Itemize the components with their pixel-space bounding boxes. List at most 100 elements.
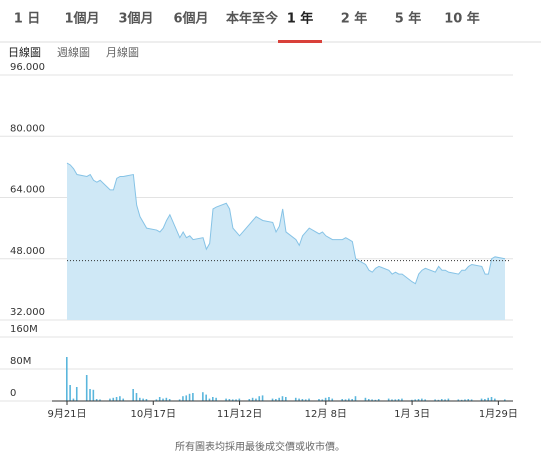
tab[interactable]: 1個月 — [64, 11, 99, 27]
volume-bar — [467, 399, 470, 401]
volume-bar — [162, 398, 164, 401]
subtab[interactable]: 日線圖 — [8, 45, 41, 59]
volume-bar — [66, 357, 68, 401]
y-tick-label: 64.000 — [10, 185, 45, 196]
volume-bar — [168, 399, 171, 401]
volume-bar — [251, 397, 254, 401]
volume-bar — [165, 397, 168, 401]
active-tab-indicator — [278, 40, 322, 43]
volume-bar — [374, 399, 377, 401]
tab-bar: 1 日 1個月 3個月 6個月 本年至今 1 年 2 年 5 年 10 年 — [14, 11, 480, 43]
subtab[interactable]: 週線圖 — [57, 45, 90, 59]
volume-bar — [248, 399, 251, 401]
x-tick-label: 1月29日 — [479, 408, 518, 420]
volume-bar — [394, 399, 397, 401]
tab[interactable]: 1 年 — [287, 11, 314, 27]
volume-bar — [115, 397, 118, 401]
volume-bar — [354, 396, 357, 401]
y-tick-label: 80.000 — [10, 123, 45, 134]
volume-bar — [308, 398, 310, 401]
volume-bar — [278, 397, 280, 401]
volume-bar — [391, 399, 393, 401]
volume-bar — [364, 397, 367, 401]
volume-bar — [377, 399, 380, 401]
subtab-bar: 日線圖 週線圖 月線圖 — [8, 45, 139, 59]
tab[interactable]: 1 日 — [14, 12, 41, 27]
tab[interactable]: 本年至今 — [226, 11, 279, 27]
volume-bar — [470, 399, 473, 401]
volume-bar — [324, 397, 327, 401]
volume-bar — [225, 398, 227, 401]
volume-bar — [95, 399, 98, 401]
volume-bar — [228, 399, 231, 401]
x-tick-label: 1月 3日 — [394, 408, 430, 420]
volume-bar — [424, 399, 426, 401]
volume-bar — [89, 389, 91, 401]
volume-bar — [155, 399, 158, 401]
volume-bar — [132, 389, 134, 401]
y-tick-label: 0 — [10, 388, 16, 399]
volume-bar — [460, 399, 463, 401]
volume-bar — [75, 387, 78, 401]
volume-bar — [139, 397, 141, 401]
volume-bar — [185, 395, 188, 401]
volume-bar — [487, 397, 490, 401]
x-tick-label: 10月17日 — [131, 408, 176, 420]
volume-bar — [447, 398, 450, 401]
volume-bar — [367, 399, 370, 401]
footnote: 所有圖表均採用最後成交價或收市價。 — [175, 440, 345, 453]
volume-bar — [135, 393, 138, 401]
volume-bar — [235, 399, 237, 401]
volume-bar — [112, 397, 115, 401]
subtab[interactable]: 月線圖 — [106, 45, 139, 59]
volume-bar — [99, 399, 101, 401]
tab[interactable]: 10 年 — [444, 11, 480, 27]
y-tick-label: 32.000 — [10, 307, 45, 318]
volume-bar — [202, 392, 204, 401]
volume-bar — [304, 399, 307, 401]
volume-bar — [212, 397, 214, 401]
volume-bar — [421, 398, 423, 401]
volume-bar — [341, 399, 344, 401]
volume-bar — [92, 389, 95, 401]
volume-bar — [371, 399, 373, 401]
volume-bar — [85, 375, 88, 401]
volume-bar — [490, 397, 493, 401]
volume-bar — [208, 398, 211, 401]
volume-bar — [231, 399, 234, 401]
volume-bar — [504, 399, 506, 401]
volume-bar — [484, 399, 486, 401]
y-tick-label: 80M — [10, 356, 31, 367]
y-tick-label: 48.000 — [10, 246, 45, 257]
x-tick-label: 9月21日 — [47, 408, 86, 420]
tab[interactable]: 3個月 — [118, 11, 153, 27]
volume-bar — [444, 399, 446, 401]
volume-bar — [255, 398, 257, 401]
volume-bar — [142, 398, 144, 401]
tab[interactable]: 5 年 — [395, 11, 422, 27]
volume-bar — [457, 399, 460, 401]
volume-bar — [411, 399, 413, 401]
x-tick-label: 11月12日 — [217, 408, 262, 420]
volume-bar — [145, 399, 148, 401]
x-tick-label: 12月 8日 — [305, 408, 347, 420]
volume-bar — [331, 398, 334, 401]
volume-bar — [158, 397, 161, 401]
volume-bar — [72, 398, 75, 401]
price-area — [67, 163, 505, 320]
y-tick-label: 96.000 — [10, 62, 45, 73]
volume-bar — [414, 399, 417, 401]
chart: 96.000 80.000 64.000 48.000 32.000 160M 80M 0 9月… — [0, 62, 518, 420]
volume-bar — [192, 393, 194, 401]
volume-bar — [122, 398, 125, 401]
tab[interactable]: 6個月 — [173, 11, 208, 27]
volume-bar — [318, 399, 320, 401]
volume-bar — [437, 399, 440, 401]
volume-bar — [298, 398, 300, 401]
volume-bar — [238, 398, 241, 401]
volume-bar — [321, 399, 324, 401]
tab[interactable]: 2 年 — [341, 11, 368, 27]
volume-bar — [69, 385, 71, 401]
price-line — [66, 162, 506, 285]
volume-bar — [271, 398, 274, 401]
